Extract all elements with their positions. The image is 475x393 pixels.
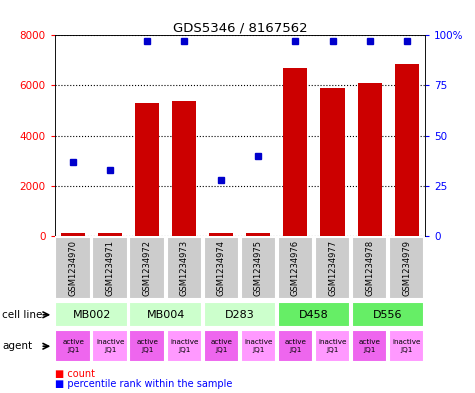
Bar: [61, 233, 85, 236]
FancyBboxPatch shape: [56, 303, 128, 327]
FancyBboxPatch shape: [130, 237, 165, 299]
Text: MB004: MB004: [147, 310, 185, 320]
Text: D556: D556: [373, 310, 403, 320]
Bar: [98, 233, 122, 236]
Bar: [135, 103, 159, 236]
FancyBboxPatch shape: [204, 303, 276, 327]
Text: inactive
JQ1: inactive JQ1: [318, 340, 347, 353]
Text: GSM1234979: GSM1234979: [402, 240, 411, 296]
FancyBboxPatch shape: [278, 237, 313, 299]
FancyBboxPatch shape: [56, 237, 91, 299]
FancyBboxPatch shape: [352, 237, 387, 299]
FancyBboxPatch shape: [204, 330, 239, 362]
Text: cell line: cell line: [2, 310, 43, 320]
FancyBboxPatch shape: [278, 303, 350, 327]
Title: GDS5346 / 8167562: GDS5346 / 8167562: [172, 21, 307, 34]
Text: D283: D283: [225, 310, 255, 320]
Text: GSM1234973: GSM1234973: [180, 240, 189, 296]
Text: inactive
JQ1: inactive JQ1: [170, 340, 199, 353]
Bar: [209, 233, 233, 236]
FancyBboxPatch shape: [130, 303, 202, 327]
Text: active
JQ1: active JQ1: [359, 340, 380, 353]
Text: D458: D458: [299, 310, 329, 320]
Text: inactive
JQ1: inactive JQ1: [96, 340, 124, 353]
FancyBboxPatch shape: [93, 237, 128, 299]
FancyBboxPatch shape: [204, 237, 239, 299]
FancyBboxPatch shape: [315, 237, 350, 299]
FancyBboxPatch shape: [241, 237, 276, 299]
FancyBboxPatch shape: [352, 303, 424, 327]
Text: active
JQ1: active JQ1: [210, 340, 232, 353]
Bar: [247, 233, 270, 236]
Text: GSM1234972: GSM1234972: [143, 240, 152, 296]
FancyBboxPatch shape: [56, 330, 91, 362]
FancyBboxPatch shape: [93, 330, 128, 362]
Text: GSM1234977: GSM1234977: [328, 240, 337, 296]
Text: MB002: MB002: [73, 310, 111, 320]
FancyBboxPatch shape: [389, 330, 424, 362]
FancyBboxPatch shape: [389, 237, 424, 299]
FancyBboxPatch shape: [278, 330, 313, 362]
Text: GSM1234971: GSM1234971: [106, 240, 114, 296]
Text: active
JQ1: active JQ1: [285, 340, 306, 353]
FancyBboxPatch shape: [167, 237, 202, 299]
Text: GSM1234974: GSM1234974: [217, 240, 226, 296]
Bar: [358, 83, 381, 236]
FancyBboxPatch shape: [130, 330, 165, 362]
FancyBboxPatch shape: [352, 330, 387, 362]
Text: inactive
JQ1: inactive JQ1: [244, 340, 273, 353]
Text: GSM1234978: GSM1234978: [365, 240, 374, 296]
Bar: [172, 101, 196, 236]
Text: ■ percentile rank within the sample: ■ percentile rank within the sample: [55, 379, 232, 389]
Text: GSM1234976: GSM1234976: [291, 240, 300, 296]
Text: active
JQ1: active JQ1: [62, 340, 84, 353]
FancyBboxPatch shape: [241, 330, 276, 362]
Bar: [284, 68, 307, 236]
FancyBboxPatch shape: [167, 330, 202, 362]
Bar: [321, 88, 344, 236]
Text: GSM1234970: GSM1234970: [69, 240, 77, 296]
FancyBboxPatch shape: [315, 330, 350, 362]
Text: active
JQ1: active JQ1: [136, 340, 158, 353]
Text: inactive
JQ1: inactive JQ1: [392, 340, 421, 353]
Bar: [395, 64, 418, 236]
Text: GSM1234975: GSM1234975: [254, 240, 263, 296]
Text: agent: agent: [2, 341, 32, 351]
Text: ■ count: ■ count: [55, 369, 95, 379]
